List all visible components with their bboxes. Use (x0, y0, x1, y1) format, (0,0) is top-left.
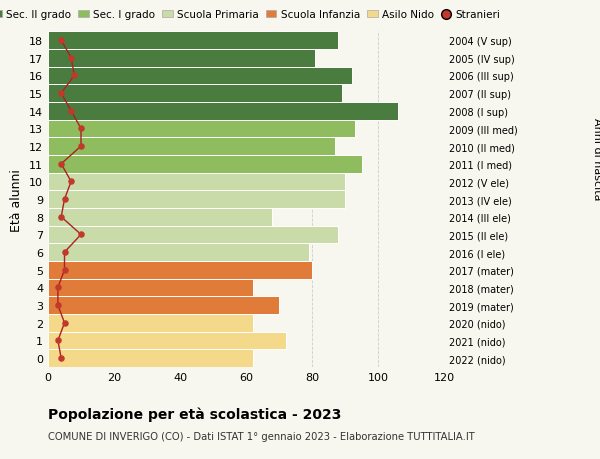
Point (53, 337, 63, 344)
Bar (48, 226, 338, 244)
Bar (48, 314, 253, 332)
Point (60, 196, 70, 203)
Point (76, 231, 86, 239)
Y-axis label: Età alunni: Età alunni (10, 168, 23, 231)
Bar (48, 244, 309, 261)
Point (53, 284, 63, 291)
Bar (48, 85, 342, 103)
Point (60, 249, 70, 256)
Point (56, 90, 66, 97)
Point (56, 355, 66, 362)
Point (53, 302, 63, 309)
Point (56, 37, 66, 45)
Point (66, 108, 76, 115)
Bar (48, 103, 398, 120)
Bar (48, 50, 316, 67)
Bar (48, 261, 312, 279)
Point (66, 55, 76, 62)
Bar (48, 297, 279, 314)
Bar (48, 138, 335, 156)
Bar (48, 191, 345, 208)
Point (56, 213, 66, 221)
Legend: Sec. II grado, Sec. I grado, Scuola Primaria, Scuola Infanzia, Asilo Nido, Stran: Sec. II grado, Sec. I grado, Scuola Prim… (0, 10, 500, 20)
Point (60, 267, 70, 274)
Bar (48, 32, 338, 50)
Point (76, 125, 86, 133)
Text: COMUNE DI INVERIGO (CO) - Dati ISTAT 1° gennaio 2023 - Elaborazione TUTTITALIA.I: COMUNE DI INVERIGO (CO) - Dati ISTAT 1° … (48, 431, 475, 442)
Point (56, 161, 66, 168)
Bar (48, 279, 253, 297)
Bar (48, 208, 272, 226)
Point (60, 319, 70, 327)
Point (66, 179, 76, 186)
Bar (48, 332, 286, 350)
Bar (48, 173, 345, 191)
Bar (48, 120, 355, 138)
Point (76, 143, 86, 151)
Bar (48, 156, 361, 173)
Text: Anni di nascita: Anni di nascita (592, 118, 600, 200)
Text: Popolazione per età scolastica - 2023: Popolazione per età scolastica - 2023 (48, 406, 341, 421)
Bar (48, 67, 352, 85)
Bar (48, 350, 253, 367)
Point (70, 73, 79, 80)
